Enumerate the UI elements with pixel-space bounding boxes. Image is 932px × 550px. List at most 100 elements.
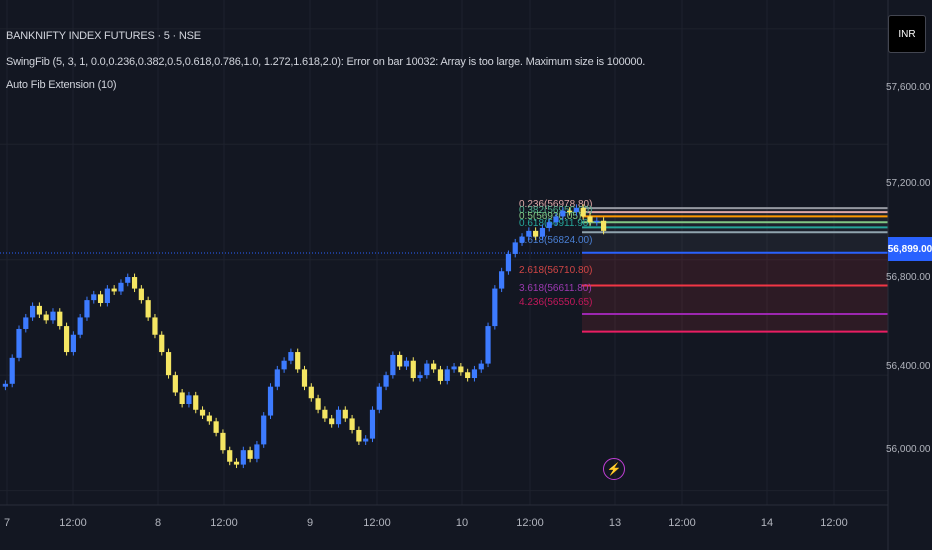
candle-body	[301, 369, 308, 387]
candle-body	[36, 305, 42, 315]
candle-body	[57, 311, 63, 327]
indicator-swingfib-error[interactable]: SwingFib (5, 3, 1, 0.0,0.236,0.382,0.5,0…	[6, 56, 646, 68]
time-label: 14	[760, 517, 774, 529]
candle-body	[111, 288, 117, 292]
candle-body	[308, 386, 314, 399]
time-label: 12:00	[820, 517, 848, 529]
lightning-icon[interactable]: ⚡	[603, 458, 625, 480]
candle-body	[9, 357, 15, 384]
candle-body	[118, 282, 124, 292]
symbol-title[interactable]: BANKNIFTY INDEX FUTURES · 5 · NSE	[6, 30, 201, 42]
candle-body	[573, 207, 580, 213]
fib-level-label: 2.618(56710.80)	[519, 265, 592, 276]
candle-body	[485, 326, 491, 364]
time-label: 12:00	[516, 517, 544, 529]
candle-body	[247, 450, 253, 459]
candle-body	[295, 352, 301, 370]
candle-body	[431, 363, 437, 370]
candle-body	[220, 432, 226, 451]
time-label: 12:00	[59, 517, 87, 529]
candle-body	[587, 216, 593, 223]
candle-body	[77, 317, 83, 335]
candle-body	[281, 360, 287, 370]
time-label: 13	[608, 517, 622, 529]
candle-body	[383, 375, 389, 387]
candle-body	[70, 334, 76, 353]
currency-button[interactable]: INR	[888, 15, 926, 53]
candle-body	[451, 366, 457, 370]
fib-level-label: 0.236(56978.80)	[519, 199, 592, 210]
candle-body	[580, 207, 586, 217]
candle-body	[322, 409, 328, 419]
candlestick-series	[2, 204, 607, 469]
time-label: 12:00	[363, 517, 391, 529]
candle-body	[478, 363, 484, 370]
price-label: 57,600.00	[886, 82, 931, 93]
candle-body	[152, 317, 158, 335]
candle-body	[376, 386, 382, 410]
price-label: 57,200.00	[886, 178, 931, 189]
candle-body	[356, 429, 362, 442]
candle-body	[471, 369, 478, 379]
candle-body	[369, 409, 376, 439]
candle-body	[199, 409, 206, 416]
candle-body	[567, 210, 573, 213]
candle-body	[104, 288, 110, 303]
candle-body	[349, 418, 355, 430]
candle-body	[254, 444, 260, 459]
candle-body	[519, 236, 525, 243]
fib-zone-fill	[582, 252, 888, 332]
candle-body	[165, 352, 172, 376]
candle-body	[329, 418, 335, 425]
candle-body	[560, 210, 566, 217]
candle-body	[43, 314, 49, 321]
candle-body	[227, 450, 233, 462]
candle-body	[315, 398, 321, 410]
candle-body	[458, 366, 464, 373]
candle-body	[16, 328, 22, 358]
candle-body	[539, 227, 546, 237]
candle-body	[397, 354, 403, 367]
candle-body	[172, 375, 178, 393]
time-label: 8	[154, 517, 162, 529]
time-label: 9	[306, 517, 314, 529]
candle-body	[97, 294, 104, 303]
candle-body	[29, 305, 36, 318]
candle-body	[410, 360, 416, 379]
candle-body	[233, 461, 240, 465]
fib-level-label: 0.382(56950.00)	[519, 205, 592, 216]
candle-body	[492, 288, 498, 327]
candle-body	[601, 220, 607, 231]
candle-body	[193, 395, 199, 410]
indicator-auto-fib-extension[interactable]: Auto Fib Extension (10)	[6, 79, 117, 91]
fib-level-label: 4.236(56550.65)	[519, 297, 592, 308]
price-label: 56,800.00	[886, 272, 931, 283]
time-label: 12:00	[668, 517, 696, 529]
candle-body	[465, 372, 471, 379]
candle-body	[505, 253, 512, 272]
fib-level-label: 1.618(56824.00)	[519, 235, 592, 246]
fib-level-label: 3.618(56611.80)	[519, 283, 592, 294]
candle-body	[50, 311, 56, 321]
fib-zone-fill	[582, 208, 888, 253]
time-label: 7	[3, 517, 11, 529]
candle-body	[159, 334, 165, 353]
candle-body	[546, 222, 552, 228]
candle-body	[274, 369, 280, 387]
candle-body	[125, 277, 131, 283]
candle-body	[267, 386, 274, 416]
candle-body	[499, 271, 505, 289]
fib-level-label: 0.618(56911.90)	[519, 218, 592, 229]
fib-extension-lines: 0.236(56978.80)0.382(56950.00)0.5(56930.…	[519, 199, 888, 333]
candle-body	[261, 415, 267, 445]
candle-body	[91, 294, 97, 301]
candle-body	[186, 395, 192, 404]
candle-body	[131, 277, 138, 289]
candle-body	[138, 288, 144, 301]
candle-body	[363, 438, 369, 442]
candle-body	[424, 363, 430, 376]
candle-body	[594, 220, 600, 223]
candle-body	[23, 317, 29, 329]
candle-body	[444, 369, 450, 381]
